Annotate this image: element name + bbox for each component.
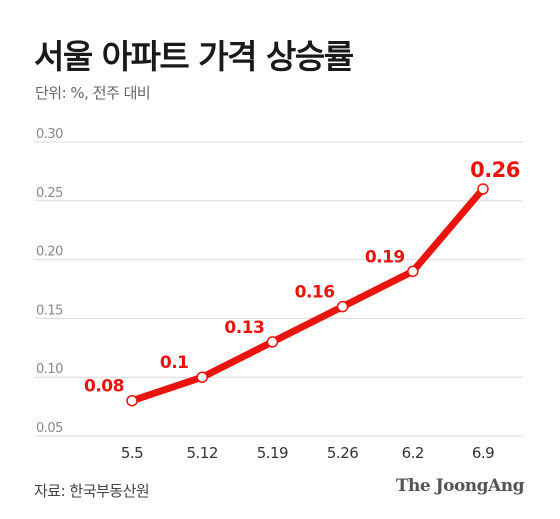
x-tick-label: 6.9 bbox=[472, 444, 494, 462]
x-tick-label: 5.12 bbox=[186, 444, 217, 462]
data-value-label: 0.13 bbox=[224, 318, 264, 338]
x-tick-label: 5.26 bbox=[327, 444, 358, 462]
data-labels: 0.08 0.1 0.13 0.16 0.19 0.26 bbox=[84, 158, 520, 397]
data-value-label: 0.26 bbox=[470, 158, 520, 182]
data-point-marker bbox=[407, 265, 419, 278]
data-point-marker bbox=[477, 183, 489, 195]
data-value-label: 0.16 bbox=[295, 283, 335, 303]
data-value-label: 0.19 bbox=[365, 247, 405, 267]
data-point-marker bbox=[126, 394, 138, 407]
y-tick-label: 0.10 bbox=[36, 362, 63, 377]
y-tick-label: 0.05 bbox=[36, 421, 63, 436]
x-tick-label: 6.2 bbox=[402, 444, 424, 462]
data-point-marker bbox=[336, 300, 349, 313]
data-point-marker bbox=[196, 371, 208, 383]
y-tick-label: 0.20 bbox=[36, 245, 63, 260]
y-tick-label: 0.15 bbox=[36, 303, 63, 318]
y-axis-ticks: 0.05 0.10 0.15 0.20 0.25 0.30 bbox=[36, 127, 64, 436]
chart-unit-subtitle: 단위: %, 전주 대비 bbox=[35, 84, 151, 102]
x-tick-label: 5.19 bbox=[257, 444, 288, 462]
data-point-marker bbox=[266, 336, 279, 348]
x-tick-label: 5.5 bbox=[121, 444, 143, 462]
series-line-layer bbox=[128, 185, 487, 405]
grid-lines bbox=[35, 141, 523, 437]
series-line bbox=[128, 185, 487, 405]
y-tick-label: 0.25 bbox=[36, 186, 63, 201]
brand-logo: The JoongAng bbox=[395, 476, 525, 496]
x-axis-ticks: 5.5 5.12 5.19 5.26 6.2 6.9 bbox=[121, 444, 495, 462]
data-value-label: 0.1 bbox=[160, 353, 189, 373]
source-note: 자료: 한국부동산원 bbox=[34, 482, 150, 500]
data-value-label: 0.08 bbox=[84, 377, 124, 397]
data-points bbox=[126, 183, 489, 407]
y-tick-label: 0.30 bbox=[36, 127, 63, 142]
chart-title: 서울 아파트 가격 상승률 bbox=[34, 37, 354, 76]
